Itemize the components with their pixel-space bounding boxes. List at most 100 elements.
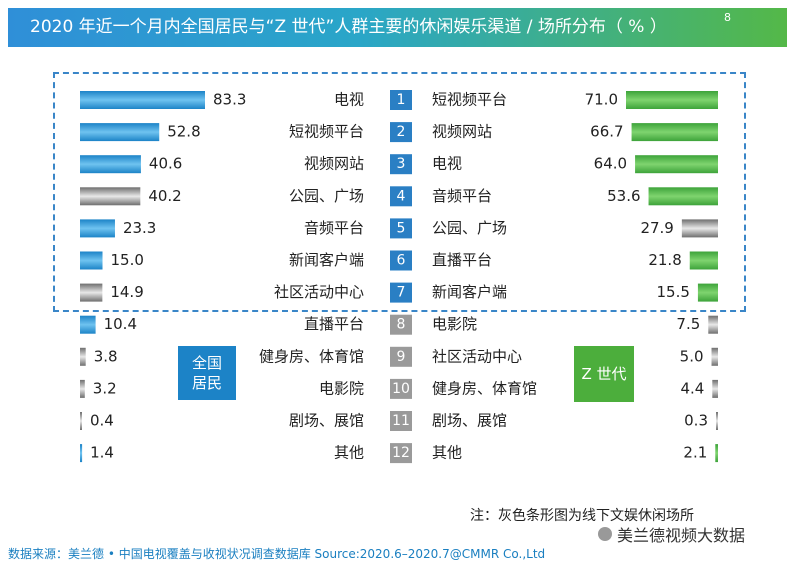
rank-number: 4: [397, 188, 406, 204]
left-category-label: 视频网站: [304, 155, 364, 173]
right-category-label: 公园、广场: [432, 219, 507, 237]
legend-gen-z: Z 世代: [574, 346, 634, 402]
right-bar: [648, 187, 718, 206]
right-value-label: 53.6: [607, 187, 640, 205]
data-source: 数据来源：美兰德 • 中国电视覆盖与收视状况调查数据库 Source:2020.…: [8, 547, 546, 561]
left-bar: [80, 444, 83, 463]
chart-note: 注：灰色条形图为线下文娱休闲场所: [470, 508, 694, 524]
rank-number: 2: [397, 124, 406, 140]
left-value-label: 10.4: [104, 315, 137, 333]
right-value-label: 64.0: [594, 155, 627, 173]
left-category-label: 电视: [334, 91, 364, 109]
left-bar: [80, 315, 96, 334]
right-bar: [626, 91, 718, 109]
rank-number: 7: [397, 285, 406, 301]
rank-box: [390, 411, 412, 431]
left-value-label: 52.8: [167, 123, 200, 141]
left-category-label: 剧场、展馆: [289, 412, 364, 430]
rank-number: 5: [397, 220, 406, 236]
left-bar: [80, 251, 103, 270]
rank-box: [390, 186, 412, 207]
rank-box: [390, 314, 412, 335]
rank-number: 6: [397, 253, 406, 269]
left-bar: [80, 379, 85, 398]
right-value-label: 4.4: [680, 379, 704, 397]
rank-box: [390, 443, 412, 464]
left-category-label: 社区活动中心: [274, 283, 364, 301]
right-bar: [715, 444, 718, 463]
right-bar: [711, 347, 718, 366]
legend-genz-label: Z 世代: [581, 365, 627, 383]
left-value-label: 3.8: [94, 347, 118, 365]
left-value-label: 83.3: [213, 91, 246, 109]
left-bar: [80, 412, 82, 430]
rank-box: [390, 282, 412, 303]
rank-box: [390, 250, 412, 271]
left-bar: [80, 155, 141, 174]
rank-number: 12: [392, 445, 410, 461]
rank-number: 1: [397, 92, 406, 108]
right-category-label: 健身房、体育馆: [432, 379, 537, 397]
left-value-label: 15.0: [111, 251, 144, 269]
right-value-label: 15.5: [657, 283, 690, 301]
left-category-label: 健身房、体育馆: [259, 347, 364, 365]
rank-box: [390, 346, 412, 367]
rank-box: [390, 218, 412, 239]
title-bar: 2020 年近一个月内全国居民与“Z 世代”人群主要的休闲娱乐渠道 / 场所分布…: [8, 8, 787, 47]
rank-box: [390, 122, 412, 143]
right-category-label: 新闻客户端: [432, 283, 507, 301]
right-value-label: 21.8: [648, 251, 681, 269]
right-category-label: 电影院: [432, 315, 477, 333]
right-value-label: 66.7: [590, 123, 623, 141]
right-value-label: 71.0: [585, 91, 618, 109]
watermark-icon: [598, 527, 612, 541]
legend-national-residents: 全国 居民: [178, 346, 236, 400]
right-category-label: 短视频平台: [432, 91, 507, 109]
watermark: 美兰德视频大数据: [598, 522, 745, 546]
right-bar: [635, 155, 718, 174]
left-bar: [80, 187, 141, 206]
left-bar: [80, 123, 160, 142]
left-category-label: 电影院: [319, 379, 364, 397]
right-value-label: 7.5: [676, 315, 700, 333]
rank-number: 3: [397, 156, 406, 172]
left-value-label: 40.6: [149, 155, 182, 173]
right-bar: [697, 283, 718, 302]
left-bar: [80, 283, 103, 302]
watermark-text: 美兰德视频大数据: [617, 526, 746, 545]
chart-title: 2020 年近一个月内全国居民与“Z 世代”人群主要的休闲娱乐渠道 / 场所分布…: [30, 17, 667, 37]
rank-box: [390, 154, 412, 175]
right-bar: [716, 412, 718, 430]
rank-number: 10: [392, 381, 410, 397]
title-superscript: 8: [724, 11, 731, 24]
left-bar: [80, 219, 115, 238]
left-category-label: 新闻客户端: [289, 251, 364, 269]
left-bar: [80, 347, 86, 366]
right-bar: [631, 123, 718, 142]
right-bar: [681, 219, 718, 238]
right-category-label: 电视: [432, 155, 462, 173]
right-category-label: 剧场、展馆: [432, 412, 507, 430]
rank-number: 11: [392, 413, 410, 429]
left-value-label: 14.9: [110, 283, 143, 301]
right-value-label: 0.3: [684, 412, 708, 430]
right-category-label: 直播平台: [432, 251, 492, 269]
left-value-label: 0.4: [90, 412, 114, 430]
right-bar: [689, 251, 718, 270]
rank-box: [390, 90, 412, 110]
right-bar: [708, 315, 718, 334]
left-bar: [80, 91, 205, 109]
right-value-label: 27.9: [640, 219, 673, 237]
left-category-label: 直播平台: [304, 315, 364, 333]
left-value-label: 3.2: [93, 379, 117, 397]
left-value-label: 40.2: [148, 187, 181, 205]
right-category-label: 社区活动中心: [432, 347, 522, 365]
top7-dashed-frame: [53, 72, 746, 312]
left-category-label: 音频平台: [304, 219, 364, 237]
legend-national-label: 全国 居民: [191, 354, 222, 392]
left-value-label: 1.4: [90, 444, 114, 462]
rank-number: 9: [397, 349, 406, 365]
right-category-label: 音频平台: [432, 187, 492, 205]
left-value-label: 23.3: [123, 219, 156, 237]
